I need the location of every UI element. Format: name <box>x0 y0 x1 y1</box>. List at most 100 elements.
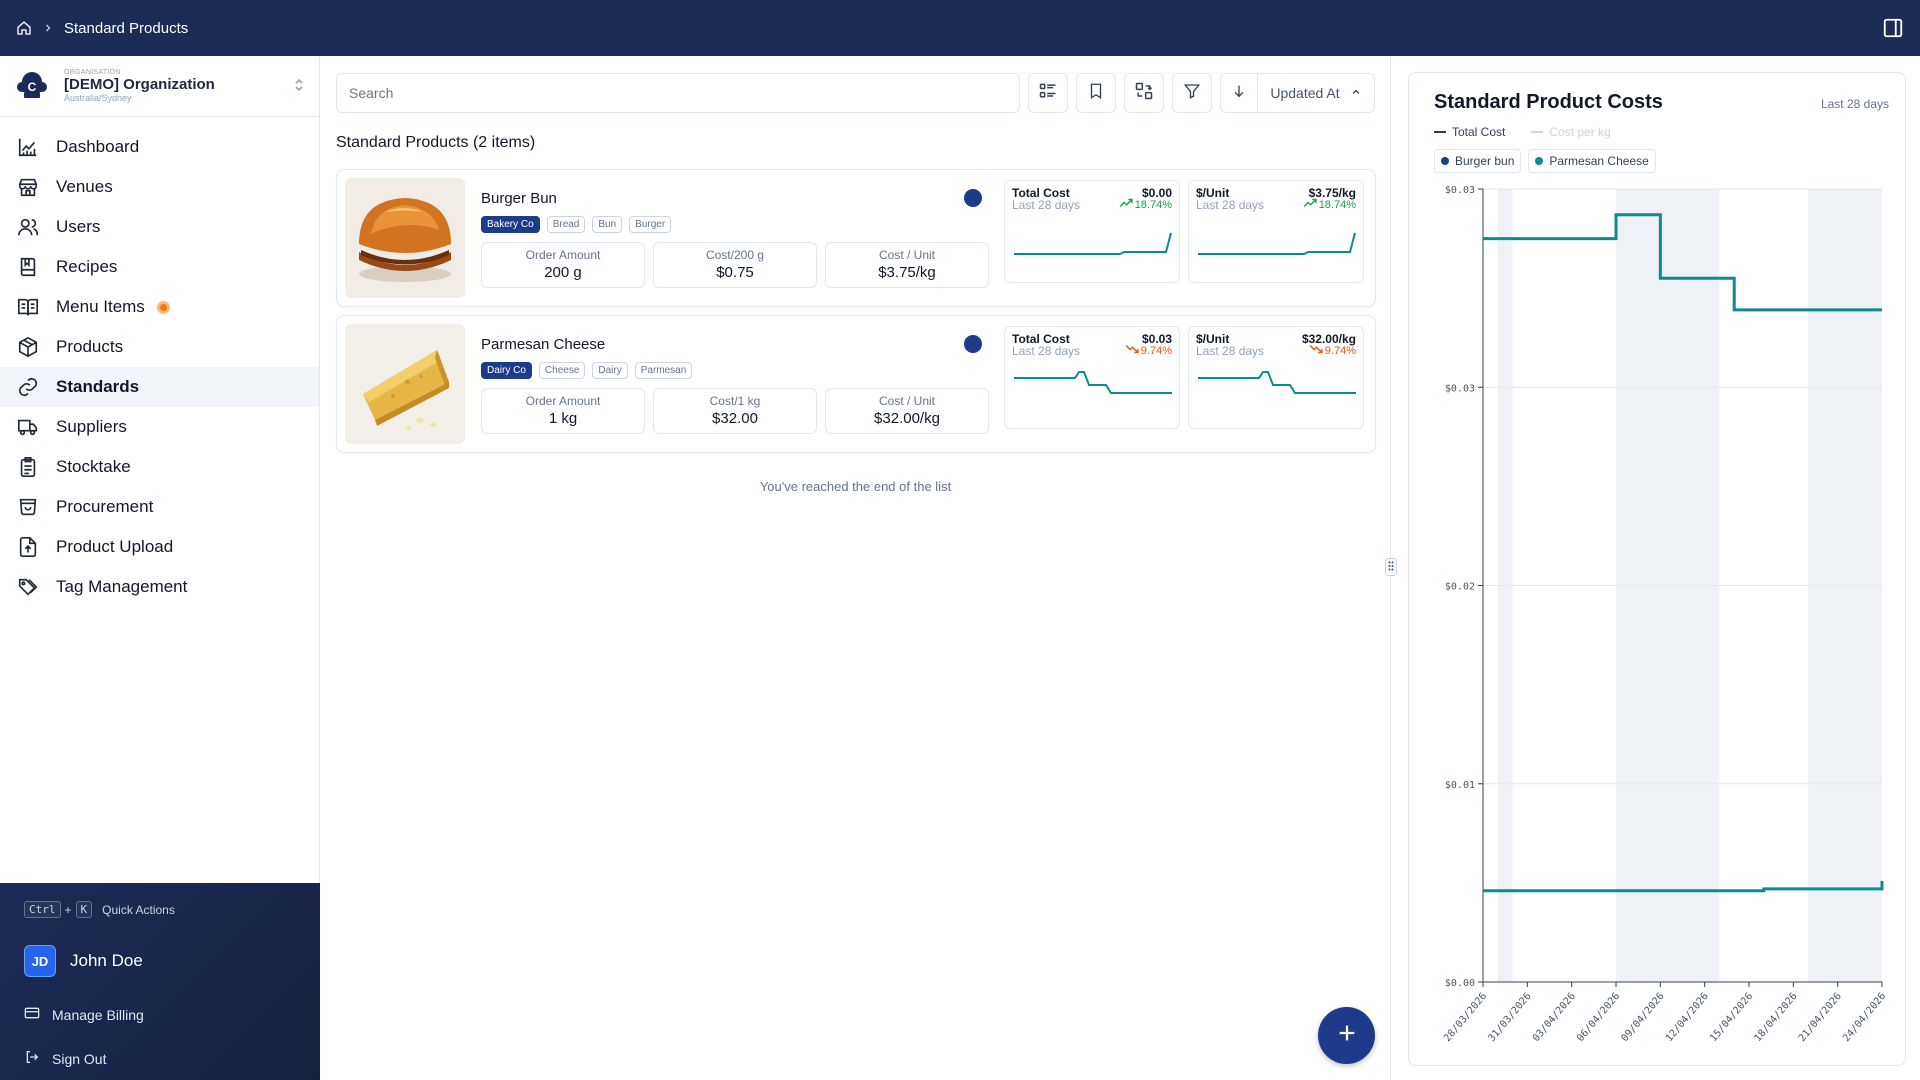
product-card[interactable]: Burger Bun Bakery Co Bread Bun Burger Or… <box>336 169 1376 307</box>
tab-label: Cost per kg <box>1549 125 1611 139</box>
sparkline-chart <box>1014 232 1172 255</box>
spark-change-value: 9.74% <box>1324 344 1356 357</box>
sidebar-item-standards[interactable]: Standards <box>0 367 319 407</box>
metric-label: Order Amount <box>525 394 601 408</box>
sidebar-item-stocktake[interactable]: Stocktake <box>0 447 319 487</box>
compare-button[interactable] <box>1124 73 1164 113</box>
total-cost-sparkline[interactable]: Total Cost Last 28 days $0.03 9.74% <box>1004 326 1180 429</box>
breadcrumb-current[interactable]: Standard Products <box>64 19 189 37</box>
metric-cost-per-unit: Cost / Unit $32.00/kg <box>825 388 989 434</box>
add-product-button[interactable] <box>1318 1007 1375 1064</box>
sign-out-link[interactable]: Sign Out <box>24 1049 106 1068</box>
cost-line-chart: $0.00 $0.01 $0.02 $0.03 $0.03 28/03/202631/03… <box>1442 185 1888 1044</box>
trend-down-icon <box>1309 344 1323 357</box>
tag[interactable]: Dairy <box>592 362 628 379</box>
legend-label: Burger bun <box>1455 154 1515 168</box>
unit-cost-sparkline[interactable]: $/Unit Last 28 days $3.75/kg 18.74% <box>1188 180 1364 283</box>
spark-change: 18.74% <box>1119 198 1172 211</box>
x-tick-label: 18/04/2026 <box>1752 991 1799 1044</box>
tag[interactable]: Cheese <box>538 362 586 379</box>
x-tick-label: 15/04/2026 <box>1708 991 1755 1044</box>
compare-icon <box>1134 81 1154 106</box>
clipboard-icon <box>16 455 40 479</box>
metric-label: Cost/200 g <box>705 248 765 262</box>
tag-list: Bakery Co Bread Bun Burger <box>481 216 672 233</box>
tab-cost-per-kg[interactable]: Cost per kg <box>1531 125 1611 139</box>
total-cost-sparkline[interactable]: Total Cost Last 28 days $0.00 18.74% <box>1004 180 1180 283</box>
spark-label: Total Cost <box>1012 332 1070 346</box>
sidebar-item-dashboard[interactable]: Dashboard <box>0 127 319 167</box>
sidebar-item-label: Recipes <box>56 257 118 276</box>
legend-item-parmesan-cheese[interactable]: Parmesan Cheese <box>1528 149 1656 173</box>
home-icon[interactable] <box>16 20 32 36</box>
sparkline-chart <box>1014 371 1172 394</box>
quick-actions-hint[interactable]: Ctrl + K Quick Actions <box>24 901 175 918</box>
supplier-tag[interactable]: Bakery Co <box>481 216 540 233</box>
tag[interactable]: Parmesan <box>634 362 693 379</box>
chart-icon <box>16 135 40 159</box>
sidebar-item-procurement[interactable]: Procurement <box>0 487 319 527</box>
x-tick-label: 06/04/2026 <box>1575 991 1622 1044</box>
metric-cost-per-amount: Cost/200 g $0.75 <box>653 242 817 288</box>
legend-item-burger-bun[interactable]: Burger bun <box>1434 149 1522 173</box>
panel-toggle-icon[interactable] <box>1882 17 1904 39</box>
sidebar-item-label: Products <box>56 337 124 356</box>
tag[interactable]: Bread <box>546 216 586 233</box>
supplier-tag[interactable]: Dairy Co <box>481 362 532 379</box>
product-image-parmesan-cheese <box>345 324 465 444</box>
metric-value: $32.00 <box>712 410 758 427</box>
product-card[interactable]: Parmesan Cheese Dairy Co Cheese Dairy Pa… <box>336 315 1376 453</box>
sidebar-item-recipes[interactable]: Recipes <box>0 247 319 287</box>
manage-billing-link[interactable]: Manage Billing <box>24 1005 144 1024</box>
avatar: JD <box>24 945 56 977</box>
tags-icon <box>16 575 40 599</box>
metric-order-amount: Order Amount 1 kg <box>481 388 645 434</box>
sidebar-item-tag-management[interactable]: Tag Management <box>0 567 319 607</box>
sidebar-item-label: Suppliers <box>56 417 127 436</box>
svg-text:C: C <box>28 80 37 94</box>
trend-down-icon <box>1125 344 1139 357</box>
arrow-down-icon <box>1231 83 1247 104</box>
search-input[interactable] <box>336 73 1020 113</box>
org-switcher[interactable]: C ORGANISATION [DEMO] Organization Austr… <box>0 56 319 117</box>
tab-total-cost[interactable]: Total Cost <box>1434 125 1505 139</box>
users-icon <box>16 215 40 239</box>
resize-handle[interactable] <box>1385 558 1397 576</box>
sidebar-item-label: Dashboard <box>56 137 140 156</box>
cart-icon <box>16 495 40 519</box>
sidebar-item-products[interactable]: Products <box>0 327 319 367</box>
tag[interactable]: Burger <box>629 216 672 233</box>
x-tick-label: 31/03/2026 <box>1486 991 1533 1044</box>
sign-out-icon <box>24 1049 40 1068</box>
store-icon <box>16 175 40 199</box>
sidebar-item-menu-items[interactable]: Menu Items <box>0 287 319 327</box>
view-list-button[interactable] <box>1028 73 1068 113</box>
chevron-up-down-icon <box>293 78 305 97</box>
sidebar-item-venues[interactable]: Venues <box>0 167 319 207</box>
org-logo-icon: C <box>14 68 50 104</box>
sort-direction-button[interactable] <box>1221 74 1258 112</box>
spark-change-value: 18.74% <box>1318 198 1356 211</box>
sidebar-item-users[interactable]: Users <box>0 207 319 247</box>
end-of-list-message: You've reached the end of the list <box>759 479 952 494</box>
legend-dot <box>1441 157 1449 165</box>
sidebar-item-suppliers[interactable]: Suppliers <box>0 407 319 447</box>
spark-change: 9.74% <box>1309 344 1356 357</box>
list-title: Standard Products (2 items) <box>336 134 536 151</box>
chevron-right-icon <box>42 22 54 34</box>
user-profile[interactable]: JD John Doe <box>24 945 143 977</box>
tag[interactable]: Bun <box>592 216 623 233</box>
sidebar-item-label: Tag Management <box>56 577 188 596</box>
unit-cost-sparkline[interactable]: $/Unit Last 28 days $32.00/kg 9.74% <box>1188 326 1364 429</box>
metric-value: $32.00/kg <box>874 410 940 427</box>
sidebar-item-product-upload[interactable]: Product Upload <box>0 527 319 567</box>
metric-value: $0.75 <box>716 264 754 281</box>
sort-field-select[interactable]: Updated At <box>1258 74 1374 112</box>
chart-metric-tabs: Total Cost Cost per kg <box>1434 125 1611 139</box>
status-dot <box>964 335 982 353</box>
bookmark-button[interactable] <box>1076 73 1116 113</box>
menu-book-icon <box>16 295 40 319</box>
chevron-up-icon <box>1350 85 1362 101</box>
metric-cost-per-unit: Cost / Unit $3.75/kg <box>825 242 989 288</box>
filter-button[interactable] <box>1172 73 1212 113</box>
